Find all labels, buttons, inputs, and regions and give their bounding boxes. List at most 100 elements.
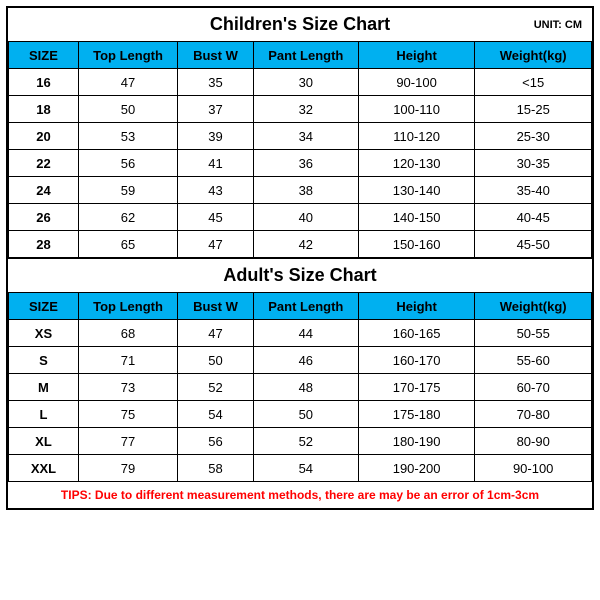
cell: 175-180 <box>358 401 475 428</box>
cell: 60-70 <box>475 374 592 401</box>
col-height: Height <box>358 42 475 69</box>
cell: 48 <box>253 374 358 401</box>
cell: <15 <box>475 69 592 96</box>
cell: 45-50 <box>475 231 592 258</box>
cell: 90-100 <box>358 69 475 96</box>
col-size: SIZE <box>9 42 79 69</box>
cell: 45 <box>178 204 254 231</box>
table-row: L755450175-18070-80 <box>9 401 592 428</box>
cell: 71 <box>78 347 177 374</box>
cell: 37 <box>178 96 254 123</box>
table-row: 20533934110-12025-30 <box>9 123 592 150</box>
children-header-row: SIZE Top Length Bust W Pant Length Heigh… <box>9 42 592 69</box>
cell: 68 <box>78 320 177 347</box>
cell: 190-200 <box>358 455 475 482</box>
cell: M <box>9 374 79 401</box>
children-title: Children's Size Chart <box>210 14 390 34</box>
cell: 56 <box>78 150 177 177</box>
cell: L <box>9 401 79 428</box>
cell: S <box>9 347 79 374</box>
cell: 44 <box>253 320 358 347</box>
cell: 65 <box>78 231 177 258</box>
adult-title: Adult's Size Chart <box>223 265 376 285</box>
cell: 46 <box>253 347 358 374</box>
col-top-length: Top Length <box>78 293 177 320</box>
cell: 160-165 <box>358 320 475 347</box>
cell: 54 <box>178 401 254 428</box>
cell: 150-160 <box>358 231 475 258</box>
cell: 15-25 <box>475 96 592 123</box>
col-bust-w: Bust W <box>178 42 254 69</box>
cell: 140-150 <box>358 204 475 231</box>
cell: 47 <box>78 69 177 96</box>
cell: 32 <box>253 96 358 123</box>
col-weight: Weight(kg) <box>475 42 592 69</box>
cell: 40-45 <box>475 204 592 231</box>
cell: 77 <box>78 428 177 455</box>
cell: 100-110 <box>358 96 475 123</box>
col-bust-w: Bust W <box>178 293 254 320</box>
table-row: 18503732100-11015-25 <box>9 96 592 123</box>
cell: XS <box>9 320 79 347</box>
table-row: XL775652180-19080-90 <box>9 428 592 455</box>
table-row: 28654742150-16045-50 <box>9 231 592 258</box>
cell: 75 <box>78 401 177 428</box>
cell: 50 <box>78 96 177 123</box>
tips-note: TIPS: Due to different measurement metho… <box>8 482 592 508</box>
cell: 25-30 <box>475 123 592 150</box>
cell: 80-90 <box>475 428 592 455</box>
table-row: XS684744160-16550-55 <box>9 320 592 347</box>
cell: 120-130 <box>358 150 475 177</box>
cell: 73 <box>78 374 177 401</box>
cell: 35-40 <box>475 177 592 204</box>
cell: 53 <box>78 123 177 150</box>
cell: 180-190 <box>358 428 475 455</box>
cell: 170-175 <box>358 374 475 401</box>
table-row: M735248170-17560-70 <box>9 374 592 401</box>
cell: 35 <box>178 69 254 96</box>
children-title-row: Children's Size Chart UNIT: CM <box>8 8 592 41</box>
table-row: 1647353090-100<15 <box>9 69 592 96</box>
table-row: 24594338130-14035-40 <box>9 177 592 204</box>
table-row: 22564136120-13030-35 <box>9 150 592 177</box>
cell: 110-120 <box>358 123 475 150</box>
cell: 54 <box>253 455 358 482</box>
cell: 36 <box>253 150 358 177</box>
cell: 41 <box>178 150 254 177</box>
cell: 90-100 <box>475 455 592 482</box>
cell: 28 <box>9 231 79 258</box>
cell: 20 <box>9 123 79 150</box>
col-pant-length: Pant Length <box>253 293 358 320</box>
cell: 52 <box>178 374 254 401</box>
cell: 30-35 <box>475 150 592 177</box>
cell: 34 <box>253 123 358 150</box>
col-size: SIZE <box>9 293 79 320</box>
table-row: 26624540140-15040-45 <box>9 204 592 231</box>
cell: 59 <box>78 177 177 204</box>
cell: 38 <box>253 177 358 204</box>
adult-table: SIZE Top Length Bust W Pant Length Heigh… <box>8 292 592 482</box>
cell: 43 <box>178 177 254 204</box>
children-table: SIZE Top Length Bust W Pant Length Heigh… <box>8 41 592 258</box>
cell: 70-80 <box>475 401 592 428</box>
cell: 39 <box>178 123 254 150</box>
col-top-length: Top Length <box>78 42 177 69</box>
cell: 52 <box>253 428 358 455</box>
cell: 26 <box>9 204 79 231</box>
col-height: Height <box>358 293 475 320</box>
size-chart-container: Children's Size Chart UNIT: CM SIZE Top … <box>6 6 594 510</box>
cell: 42 <box>253 231 358 258</box>
cell: 58 <box>178 455 254 482</box>
cell: 79 <box>78 455 177 482</box>
cell: 47 <box>178 231 254 258</box>
cell: 130-140 <box>358 177 475 204</box>
adult-header-row: SIZE Top Length Bust W Pant Length Heigh… <box>9 293 592 320</box>
cell: 55-60 <box>475 347 592 374</box>
col-pant-length: Pant Length <box>253 42 358 69</box>
cell: 40 <box>253 204 358 231</box>
cell: 22 <box>9 150 79 177</box>
cell: 50 <box>178 347 254 374</box>
cell: XXL <box>9 455 79 482</box>
cell: 56 <box>178 428 254 455</box>
cell: XL <box>9 428 79 455</box>
